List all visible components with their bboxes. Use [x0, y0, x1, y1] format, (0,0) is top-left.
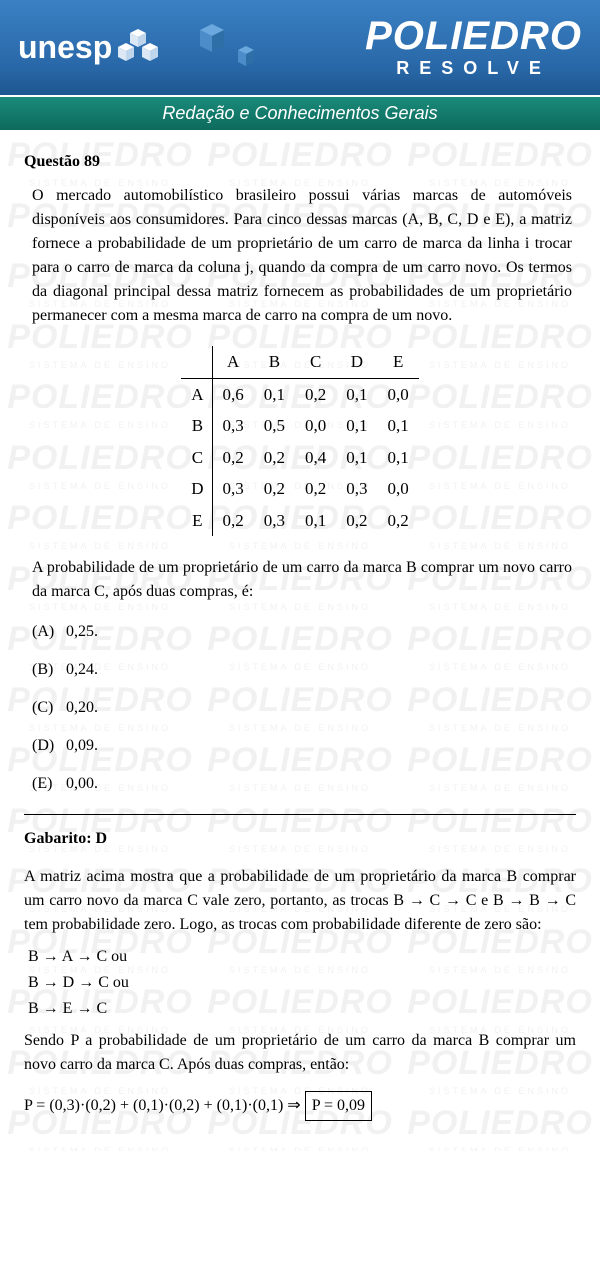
solution-path-line: B → A → C ou [28, 945, 576, 969]
option-label: (A) [32, 620, 62, 644]
content-area: POLIEDROSISTEMA DE ENSINOPOLIEDROSISTEMA… [0, 130, 600, 1151]
answer-key: Gabarito: D [24, 827, 576, 851]
option-item: (A) 0,25. [32, 620, 576, 644]
matrix-row-header: A [181, 378, 212, 410]
poliedro-logo: POLIEDRO RESOLVE [365, 16, 582, 79]
matrix-row-header: C [181, 442, 212, 474]
options-list: (A) 0,25. (B) 0,24. (C) 0,20. (D) 0,09. (E) … [24, 620, 576, 796]
matrix-cell: 0,1 [336, 410, 377, 442]
solution-body-2: Sendo P a probabilidade de um proprietár… [24, 1029, 576, 1077]
unesp-text: unesp [18, 29, 112, 66]
matrix-row-header: B [181, 410, 212, 442]
unesp-cubes-icon [118, 25, 168, 70]
matrix-cell: 0,2 [212, 505, 254, 537]
divider-line [24, 814, 576, 815]
matrix-col-header: B [254, 346, 295, 378]
matrix-col-header: C [295, 346, 336, 378]
option-value: 0,20. [62, 699, 98, 716]
matrix-cell: 0,2 [295, 473, 336, 505]
matrix-cell: 0,5 [254, 410, 295, 442]
matrix-cell: 0,1 [378, 410, 419, 442]
matrix-cell: 0,0 [378, 473, 419, 505]
solution-paths: B → A → C ouB → D → C ouB → E → C [28, 945, 576, 1021]
question-title: Questão 89 [24, 150, 576, 174]
matrix-cell: 0,2 [254, 442, 295, 474]
matrix-col-header: E [378, 346, 419, 378]
poliedro-main-text: POLIEDRO [365, 16, 582, 56]
decorative-cubes-icon [190, 20, 280, 85]
matrix-cell: 0,3 [212, 473, 254, 505]
matrix-cell: 0,0 [295, 410, 336, 442]
matrix-cell: 0,1 [254, 378, 295, 410]
matrix-cell: 0,2 [212, 442, 254, 474]
option-item: (D) 0,09. [32, 734, 576, 758]
option-value: 0,09. [62, 737, 98, 754]
matrix-cell: 0,2 [254, 473, 295, 505]
matrix-col-header: D [336, 346, 377, 378]
solution-path-line: B → E → C [28, 997, 576, 1021]
matrix-cell: 0,1 [295, 505, 336, 537]
question-body: O mercado automobilístico brasileiro pos… [24, 184, 576, 328]
matrix-cell: 0,3 [254, 505, 295, 537]
option-label: (B) [32, 658, 62, 682]
matrix-cell: 0,1 [378, 442, 419, 474]
equation-boxed: P = 0,09 [305, 1091, 372, 1121]
header-banner: unesp [0, 0, 600, 95]
option-label: (E) [32, 772, 62, 796]
solution-path-line: B → D → C ou [28, 971, 576, 995]
solution-body-1: A matriz acima mostra que a probabilidad… [24, 865, 576, 937]
matrix-cell: 0,1 [336, 378, 377, 410]
poliedro-sub-text: RESOLVE [365, 58, 582, 79]
unesp-logo: unesp [18, 25, 168, 70]
subheader-bar: Redação e Conhecimentos Gerais [0, 95, 600, 130]
option-item: (E) 0,00. [32, 772, 576, 796]
matrix-row-header: E [181, 505, 212, 537]
matrix-cell: 0,2 [295, 378, 336, 410]
matrix-cell: 0,3 [212, 410, 254, 442]
option-item: (B) 0,24. [32, 658, 576, 682]
option-item: (C) 0,20. [32, 696, 576, 720]
equation-left: P = (0,3)·(0,2) + (0,1)·(0,2) + (0,1)·(0… [24, 1097, 301, 1114]
final-equation: P = (0,3)·(0,2) + (0,1)·(0,2) + (0,1)·(0… [24, 1091, 576, 1121]
option-value: 0,24. [62, 661, 98, 678]
matrix-cell: 0,2 [336, 505, 377, 537]
option-value: 0,25. [62, 623, 98, 640]
probability-matrix: ABCDEA0,60,10,20,10,0B0,30,50,00,10,1C0,… [181, 346, 419, 536]
option-label: (D) [32, 734, 62, 758]
matrix-cell: 0,2 [378, 505, 419, 537]
option-label: (C) [32, 696, 62, 720]
matrix-cell: 0,4 [295, 442, 336, 474]
matrix-col-header: A [212, 346, 254, 378]
matrix-cell: 0,1 [336, 442, 377, 474]
matrix-cell: 0,6 [212, 378, 254, 410]
question-subtext: A probabilidade de um proprietário de um… [24, 556, 576, 604]
option-value: 0,00. [62, 775, 98, 792]
matrix-cell: 0,0 [378, 378, 419, 410]
matrix-row-header: D [181, 473, 212, 505]
matrix-cell: 0,3 [336, 473, 377, 505]
